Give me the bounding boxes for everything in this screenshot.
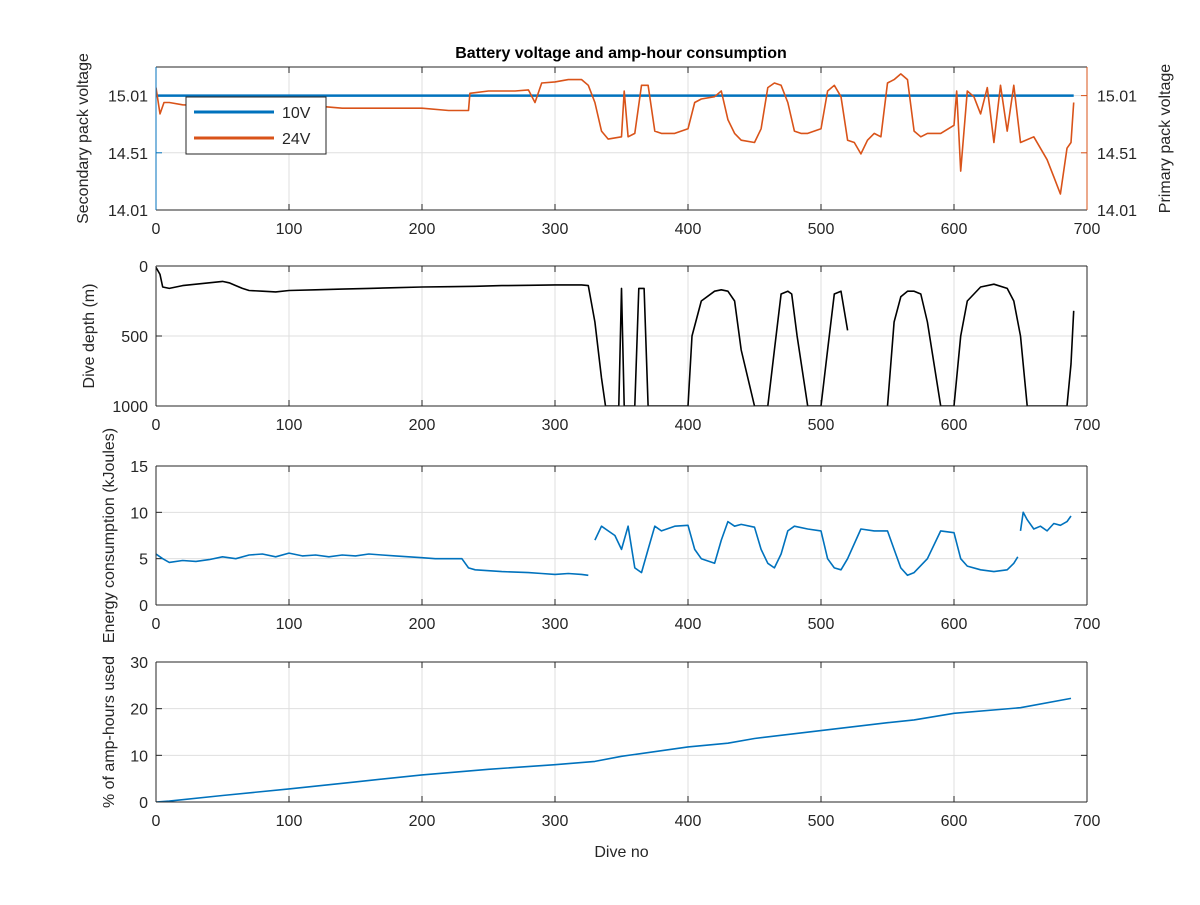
x-tick-label: 600: [941, 616, 968, 633]
x-tick-label: 700: [1074, 417, 1101, 434]
series-line-1-1: [886, 283, 1075, 406]
x-tick-label: 500: [808, 813, 835, 830]
series-line-24V: [156, 73, 1075, 195]
y-axis-label: Energy consumption (kJoules): [101, 428, 118, 643]
x-tick-label: 700: [1074, 221, 1101, 238]
x-tick-label: 400: [675, 813, 702, 830]
x-tick-label: 0: [152, 813, 161, 830]
y-tick-label: 15: [130, 459, 148, 476]
y-tick-label: 10: [130, 505, 148, 522]
series-line-1-0: [156, 267, 849, 406]
y-tick-label: 14.01: [108, 203, 148, 220]
y-axis-label-right: Primary pack voltage: [1157, 64, 1174, 213]
x-tick-label: 0: [152, 616, 161, 633]
x-tick-label: 700: [1074, 616, 1101, 633]
x-tick-label: 100: [276, 616, 303, 633]
x-tick-label: 500: [808, 221, 835, 238]
x-tick-label: 300: [542, 221, 569, 238]
x-tick-label: 400: [675, 417, 702, 434]
x-tick-label: 0: [152, 221, 161, 238]
x-tick-label: 100: [276, 813, 303, 830]
x-tick-label: 100: [276, 221, 303, 238]
x-tick-label: 500: [808, 616, 835, 633]
series-line-2-1: [594, 520, 1019, 577]
y-tick-label: 14.51: [108, 146, 148, 163]
legend-label-24V: 24V: [282, 131, 311, 148]
x-tick-label: 200: [409, 813, 436, 830]
plot-area-3: [156, 662, 1087, 802]
y-tick-label: 30: [130, 655, 148, 672]
x-tick-label: 200: [409, 616, 436, 633]
y-axis-label-left: Secondary pack voltage: [75, 53, 92, 224]
y-tick-label: 15.01: [108, 89, 148, 106]
y-axis-label: % of amp-hours used: [101, 656, 118, 808]
x-tick-label: 400: [675, 221, 702, 238]
chart-title: Battery voltage and amp-hour consumption: [455, 45, 787, 62]
x-tick-label: 0: [152, 417, 161, 434]
y-tick-label: 10: [130, 748, 148, 765]
y-axis-label: Dive depth (m): [81, 284, 98, 389]
y-tick-label-right: 14.01: [1097, 203, 1137, 220]
series-line-2-0: [156, 552, 589, 577]
x-tick-label: 200: [409, 221, 436, 238]
y-tick-label: 0: [139, 598, 148, 615]
y-tick-label-right: 15.01: [1097, 89, 1137, 106]
y-tick-label-right: 14.51: [1097, 146, 1137, 163]
plot-area-2: [156, 466, 1087, 605]
x-tick-label: 600: [941, 813, 968, 830]
y-tick-label: 0: [139, 259, 148, 276]
x-tick-label: 700: [1074, 813, 1101, 830]
x-tick-label: 500: [808, 417, 835, 434]
y-tick-label: 0: [139, 795, 148, 812]
legend-box: [185, 96, 327, 155]
x-tick-label: 100: [276, 417, 303, 434]
x-axis-label: Dive no: [594, 844, 648, 861]
x-tick-label: 400: [675, 616, 702, 633]
x-tick-label: 300: [542, 813, 569, 830]
series-line-3-0: [156, 697, 1072, 802]
x-tick-label: 600: [941, 221, 968, 238]
y-tick-label: 20: [130, 702, 148, 719]
legend-label-10V: 10V: [282, 105, 311, 122]
x-tick-label: 600: [941, 417, 968, 434]
series-line-2-2: [1019, 511, 1072, 532]
x-tick-label: 300: [542, 616, 569, 633]
x-tick-label: 200: [409, 417, 436, 434]
x-tick-label: 300: [542, 417, 569, 434]
y-tick-label: 500: [121, 329, 148, 346]
y-tick-label: 1000: [112, 399, 148, 416]
y-tick-label: 5: [139, 552, 148, 569]
